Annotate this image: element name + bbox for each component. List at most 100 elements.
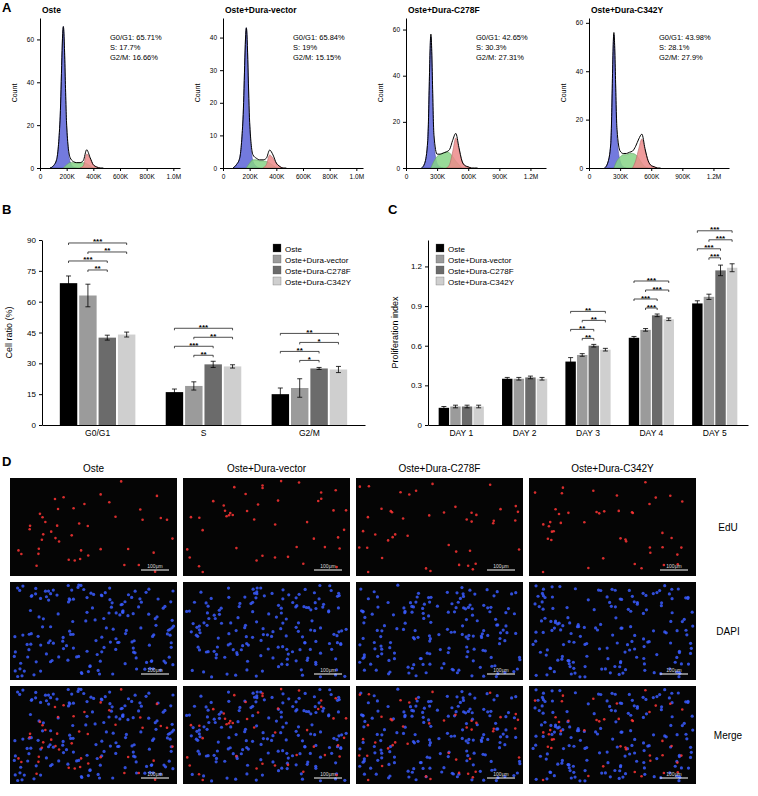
nucleus: [642, 741, 645, 744]
nucleus: [198, 735, 201, 738]
nucleus: [565, 606, 568, 609]
nucleus: [121, 610, 124, 613]
nucleus: [456, 775, 459, 778]
panel-label: C: [388, 202, 398, 217]
nucleus: [94, 743, 97, 746]
nucleus: [42, 617, 45, 620]
nucleus: [375, 773, 378, 776]
nucleus: [225, 515, 228, 518]
nucleus: [206, 611, 209, 614]
nucleus: [473, 648, 476, 651]
nucleus: [84, 619, 87, 622]
nucleus: [245, 642, 248, 645]
nucleus: [91, 710, 94, 713]
phase-area: [446, 138, 471, 168]
nucleus: [79, 584, 82, 587]
nucleus: [473, 592, 476, 595]
nucleus: [462, 699, 465, 702]
nucleus: [386, 705, 389, 708]
nucleus: [492, 698, 495, 701]
tick-label: 40: [393, 72, 401, 79]
nucleus: [473, 752, 476, 755]
significance-label: ***: [704, 243, 714, 252]
nucleus: [44, 694, 47, 697]
nucleus: [297, 725, 300, 728]
nucleus: [428, 663, 431, 666]
nucleus: [26, 655, 29, 658]
error-bar: [124, 332, 129, 337]
nucleus: [447, 651, 450, 654]
nucleus: [358, 546, 361, 549]
nucleus: [337, 606, 340, 609]
micrograph-background: [10, 686, 177, 784]
tick: 90: [27, 236, 42, 245]
micrograph-background: [529, 686, 696, 784]
nucleus: [592, 489, 595, 492]
nucleus: [35, 660, 38, 663]
phase-annotation: G0/G1: 65.84%: [293, 33, 345, 42]
nucleus: [633, 704, 636, 707]
nucleus: [166, 518, 169, 521]
nucleus: [545, 653, 548, 656]
nucleus: [396, 688, 399, 691]
nucleus: [543, 617, 546, 620]
nucleus: [229, 746, 232, 749]
nucleus: [271, 734, 274, 737]
nucleus: [83, 711, 86, 714]
tick-label: 30: [210, 67, 218, 74]
nucleus: [256, 690, 259, 693]
nucleus: [214, 617, 217, 620]
nucleus: [572, 641, 575, 644]
nucleus: [35, 772, 38, 775]
nucleus: [85, 754, 88, 757]
nucleus: [412, 605, 415, 608]
tick-label: 20: [210, 99, 218, 106]
nucleus: [125, 629, 128, 632]
nucleus: [130, 596, 133, 599]
nucleus: [454, 710, 457, 713]
nucleus: [107, 611, 110, 614]
nucleus: [579, 635, 582, 638]
plot-area: [233, 28, 286, 168]
micrograph: 100μm: [183, 582, 350, 680]
tick-label: 400K: [86, 173, 102, 180]
nucleus: [358, 765, 361, 768]
nucleus: [458, 772, 461, 775]
nucleus: [171, 723, 174, 726]
nucleus: [125, 733, 128, 736]
nucleus: [428, 652, 431, 655]
nucleus: [121, 715, 124, 718]
chart-title: Oste: [42, 5, 61, 15]
nucleus: [376, 710, 379, 713]
bar: [439, 408, 449, 425]
nucleus: [429, 637, 432, 640]
nucleus: [402, 710, 405, 713]
nucleus: [381, 557, 384, 560]
nucleus: [202, 621, 205, 624]
nucleus: [334, 489, 337, 492]
nucleus: [145, 661, 148, 664]
nucleus: [94, 618, 97, 621]
nucleus: [665, 735, 668, 738]
nucleus: [137, 709, 140, 712]
nucleus: [359, 485, 362, 488]
nucleus: [13, 635, 16, 638]
nucleus: [686, 596, 689, 599]
tick: 900K: [675, 168, 691, 180]
nucleus: [132, 716, 135, 719]
nucleus: [232, 752, 235, 755]
nucleus: [540, 619, 543, 622]
nucleus: [96, 653, 99, 656]
nucleus: [121, 611, 124, 614]
phase-annotation: G0/G1: 65.71%: [110, 33, 162, 42]
nucleus: [314, 711, 317, 714]
nucleus: [367, 779, 370, 782]
nucleus: [498, 637, 501, 640]
nucleus: [145, 765, 148, 768]
nucleus: [21, 688, 24, 691]
tick: 600K: [461, 168, 477, 180]
nucleus: [469, 758, 472, 761]
nucleus: [241, 748, 244, 751]
tick-label: 90: [27, 236, 36, 245]
nucleus: [306, 729, 309, 732]
